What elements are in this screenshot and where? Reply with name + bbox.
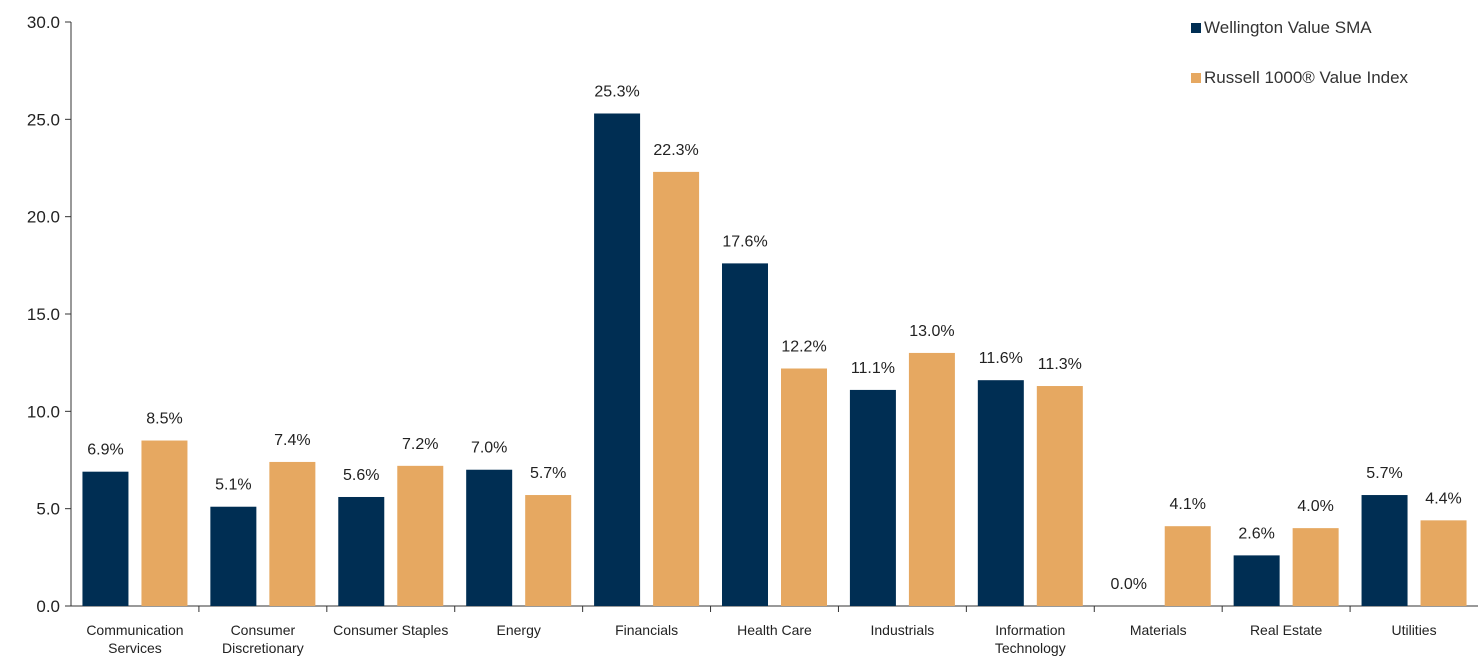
bar-series-0-7 (977, 380, 1024, 606)
data-label: 25.3% (594, 83, 639, 100)
x-category-label-line: Real Estate (1250, 622, 1323, 638)
data-label: 7.4% (274, 432, 310, 449)
x-category-label: Energy (497, 622, 541, 638)
bar-series-0-9 (1233, 555, 1280, 606)
x-axis: Communication Services Consumer Discretiona… (71, 605, 1478, 656)
x-category-label: Health Care (737, 622, 812, 638)
data-label: 5.7% (1366, 465, 1402, 482)
data-label: 11.1% (851, 360, 895, 377)
bars (82, 113, 1467, 607)
x-category-label-line: Discretionary (222, 640, 304, 656)
legend-label: Wellington Value SMA (1204, 18, 1372, 37)
bar-series-0-6 (849, 389, 896, 606)
x-category-label: Consumer Discretionary (222, 622, 304, 656)
data-label: 17.6% (722, 233, 767, 250)
y-tick-label: 5.0 (36, 500, 60, 519)
y-tick-label: 15.0 (27, 305, 60, 324)
data-label: 11.3% (1038, 356, 1082, 373)
x-category-label: Communication Services (86, 622, 183, 656)
data-label: 6.9% (87, 442, 123, 459)
data-label: 5.7% (530, 465, 566, 482)
bar-series-1-2 (397, 465, 444, 606)
x-category-label: Real Estate (1250, 622, 1323, 638)
x-category-label-line: Consumer Staples (333, 622, 448, 638)
x-category-label-line: Utilities (1391, 622, 1436, 638)
bar-series-1-3 (525, 495, 572, 606)
x-category-label-line: Communication (86, 622, 183, 638)
x-category-label-line: Industrials (871, 622, 935, 638)
bar-series-1-1 (269, 461, 316, 606)
x-category-label-line: Materials (1130, 622, 1187, 638)
bar-series-0-4 (594, 113, 641, 606)
data-label: 4.1% (1169, 496, 1205, 513)
x-category-label-line: Energy (497, 622, 541, 638)
data-label: 7.2% (402, 436, 438, 453)
data-label: 0.0% (1110, 576, 1146, 593)
legend-swatch (1191, 73, 1201, 83)
x-category-label: Consumer Staples (333, 622, 448, 638)
x-category-label-line: Services (108, 640, 162, 656)
bar-series-1-10 (1420, 520, 1467, 606)
x-category-label-line: Information (995, 622, 1065, 638)
data-label: 11.6% (979, 350, 1023, 367)
data-label: 7.0% (471, 440, 507, 457)
bar-series-0-3 (466, 469, 513, 606)
bar-series-0-1 (210, 506, 257, 606)
bar-series-1-7 (1036, 386, 1083, 606)
data-label: 5.1% (215, 477, 251, 494)
bar-series-1-4 (653, 171, 700, 607)
legend-label: Russell 1000® Value Index (1204, 68, 1409, 87)
data-label: 5.6% (343, 467, 379, 484)
x-category-label: Financials (615, 622, 678, 638)
legend-swatch (1191, 23, 1201, 33)
data-labels: 6.9% 5.1% 5.6% 7.0% 25.3% 17.6% 11.1% 11.6% 0.0%… (87, 83, 1462, 593)
y-tick-label: 10.0 (27, 402, 60, 421)
x-category-label-line: Financials (615, 622, 678, 638)
bar-series-0-2 (338, 496, 385, 606)
y-tick-label: 25.0 (27, 110, 60, 129)
data-label: 22.3% (653, 142, 698, 159)
bar-series-1-5 (781, 368, 827, 606)
x-category-label-line: Consumer (231, 622, 296, 638)
bar-series-0-0 (82, 471, 129, 606)
bar-series-0-5 (722, 263, 768, 606)
x-category-label: Materials (1130, 622, 1187, 638)
x-category-label: Information Technology (995, 622, 1066, 656)
data-label: 4.0% (1297, 498, 1333, 515)
data-label: 2.6% (1238, 525, 1274, 542)
y-tick-label: 20.0 (27, 208, 60, 227)
bar-series-1-6 (908, 352, 955, 606)
y-tick-label: 30.0 (27, 13, 60, 32)
bar-series-1-9 (1292, 528, 1339, 606)
bar-series-1-0 (141, 440, 188, 606)
data-label: 12.2% (781, 339, 826, 356)
bar-series-1-8 (1164, 526, 1211, 606)
x-category-label-line: Technology (995, 640, 1066, 656)
y-tick-label: 0.0 (36, 597, 60, 616)
bar-series-0-10 (1361, 495, 1408, 606)
x-category-label: Industrials (871, 622, 935, 638)
data-label: 8.5% (146, 411, 182, 428)
y-axis: 0.0 5.0 10.0 15.0 20.0 25.0 30.0 (27, 13, 72, 616)
data-label: 13.0% (909, 323, 954, 340)
x-category-label-line: Health Care (737, 622, 812, 638)
legend: Wellington Value SMA Russell 1000® Value … (1191, 18, 1409, 87)
x-category-label: Utilities (1391, 622, 1436, 638)
data-label: 4.4% (1425, 490, 1461, 507)
